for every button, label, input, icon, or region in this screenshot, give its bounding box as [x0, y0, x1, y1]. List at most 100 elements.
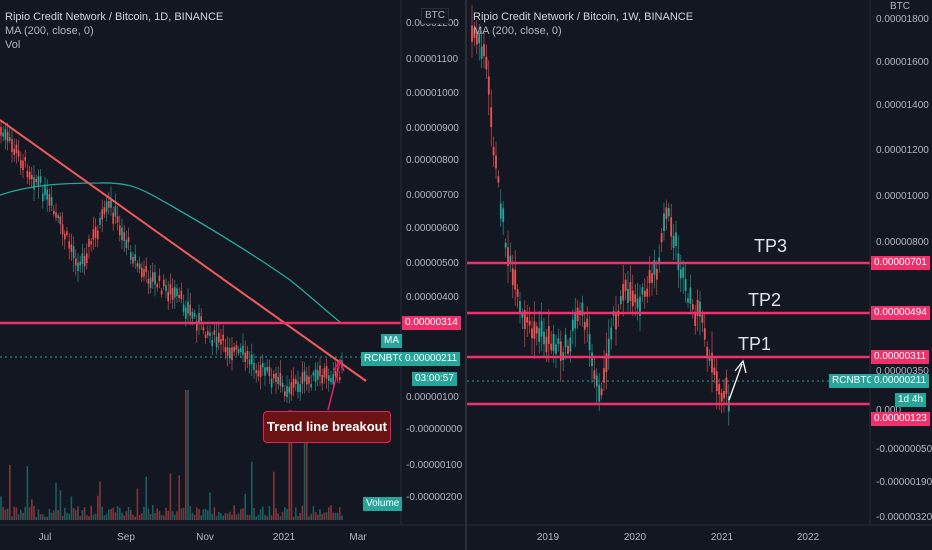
- weekly-chart-pane[interactable]: 0.00001800 0.00001600 0.00001400 0.00001200…: [467, 0, 932, 550]
- daily-volume-bar: [224, 513, 227, 520]
- weekly-candle-body: [711, 352, 713, 373]
- weekly-candle-body: [610, 327, 613, 340]
- daily-price-tick: -0.00000100: [406, 460, 463, 471]
- weekly-candle-body: [691, 304, 694, 310]
- daily-volume-bar: [81, 510, 84, 520]
- daily-volume-bar: [136, 488, 139, 520]
- daily-volume-bar: [125, 511, 128, 520]
- daily-volume-bar: [13, 506, 15, 520]
- daily-volume-bar: [262, 506, 264, 520]
- daily-volume-bar: [86, 515, 88, 520]
- daily-price-tick: 0.00000400: [406, 292, 459, 303]
- daily-volume-bar: [218, 511, 220, 520]
- daily-volume-bar: [132, 514, 134, 520]
- weekly-symbol-tag: RCNBTC: [829, 374, 877, 388]
- daily-volume-bar: [134, 516, 136, 520]
- daily-candle-body: [108, 201, 110, 208]
- daily-volume-bar: [119, 507, 121, 520]
- daily-volume-bar: [17, 514, 20, 520]
- daily-candle-body: [224, 347, 227, 353]
- daily-candle-body: [0, 126, 2, 136]
- tp1-label: TP1: [738, 334, 772, 354]
- daily-volume-bar: [286, 508, 288, 520]
- daily-candle-body: [28, 171, 31, 180]
- daily-candle-body: [77, 262, 79, 272]
- weekly-candle-body: [490, 107, 493, 128]
- daily-volume-bar: [253, 508, 255, 520]
- pane-divider[interactable]: [465, 0, 467, 550]
- daily-candle-body: [35, 178, 37, 183]
- daily-candle-body: [94, 226, 97, 238]
- daily-volume-bar: [28, 507, 31, 520]
- daily-level-price-tag: 0.00000314: [402, 316, 461, 330]
- daily-candle-body: [110, 198, 112, 209]
- weekly-candle-body: [545, 336, 548, 353]
- daily-chart-canvas[interactable]: 0.000012000.000011000.000010000.00000900…: [0, 0, 465, 550]
- weekly-candle-body: [607, 338, 610, 359]
- weekly-candle-body: [480, 46, 483, 59]
- daily-candle-body: [191, 312, 194, 319]
- daily-volume-bar: [303, 420, 306, 520]
- tp2-label: TP2: [748, 290, 782, 310]
- daily-candle-body: [211, 340, 213, 347]
- daily-volume-bar: [0, 496, 2, 520]
- daily-volume-bar: [105, 513, 108, 520]
- daily-volume-bar: [178, 475, 180, 520]
- daily-volume-bar: [50, 512, 53, 520]
- daily-volume-bar: [288, 410, 290, 520]
- daily-volume-bar: [64, 507, 66, 520]
- daily-volume-bar: [334, 512, 337, 520]
- daily-volume-bar: [211, 513, 213, 520]
- daily-candle-body: [200, 316, 202, 321]
- daily-candle-body: [251, 354, 253, 365]
- weekly-candle-body: [723, 391, 725, 399]
- daily-volume-bar: [68, 513, 70, 520]
- weekly-price-tick: 0.00000350: [876, 366, 929, 377]
- daily-volume-bar: [83, 507, 86, 520]
- daily-candle-body: [317, 370, 319, 380]
- daily-candle-body: [301, 372, 304, 384]
- daily-candle-body: [154, 272, 156, 285]
- daily-candle-body: [33, 177, 35, 190]
- daily-chart-pane[interactable]: 0.000012000.000011000.000010000.00000900…: [0, 0, 465, 550]
- daily-candle-body: [97, 230, 99, 240]
- daily-volume-bar: [145, 476, 147, 520]
- daily-candle-body: [262, 363, 264, 368]
- daily-candle-body: [299, 384, 301, 393]
- daily-candle-body: [99, 217, 101, 226]
- daily-candle-body: [48, 194, 51, 206]
- daily-price-tick: 0.00000600: [406, 223, 459, 234]
- weekly-candle-body: [641, 287, 644, 295]
- weekly-chart-canvas[interactable]: 0.00001800 0.00001600 0.00001400 0.00001200…: [467, 0, 932, 550]
- weekly-candle-body: [600, 388, 603, 396]
- daily-volume-bar: [306, 420, 308, 520]
- daily-volume-bar: [114, 512, 117, 520]
- weekly-chart-title: Ripio Credit Network / Bitcoin, 1W, BINA…: [473, 11, 694, 23]
- weekly-candle-body: [679, 269, 682, 279]
- daily-volume-bar: [235, 514, 238, 520]
- daily-volume-bar: [66, 512, 68, 520]
- daily-candle-body: [156, 284, 158, 288]
- daily-volume-bar: [220, 513, 222, 520]
- weekly-time-axis: 2019 2020 2021 2022: [537, 532, 820, 543]
- daily-candle-body: [81, 253, 84, 264]
- weekly-candle-body: [499, 203, 502, 219]
- daily-volume-bar: [328, 507, 330, 520]
- daily-candle-body: [297, 381, 299, 393]
- weekly-candle-body: [531, 328, 533, 339]
- daily-candle-body: [196, 321, 198, 331]
- daily-candle-body: [134, 254, 136, 261]
- daily-volume-bar: [141, 513, 143, 520]
- daily-symbol-tag: RCNBTC: [361, 352, 409, 366]
- daily-volume-bar: [196, 507, 198, 520]
- daily-volume-bar: [213, 507, 216, 520]
- daily-volume-bar: [182, 507, 185, 520]
- weekly-price-tick: -0.00000320: [876, 512, 932, 523]
- daily-candle-body: [53, 210, 55, 215]
- weekly-candle-body: [665, 207, 668, 219]
- daily-price-tick: 0.00001000: [406, 88, 459, 99]
- daily-vol-legend: Vol: [5, 39, 21, 51]
- daily-volume-bar: [11, 516, 13, 520]
- weekly-candle-body: [603, 368, 605, 383]
- daily-price-tick: -0.00000000: [406, 424, 463, 435]
